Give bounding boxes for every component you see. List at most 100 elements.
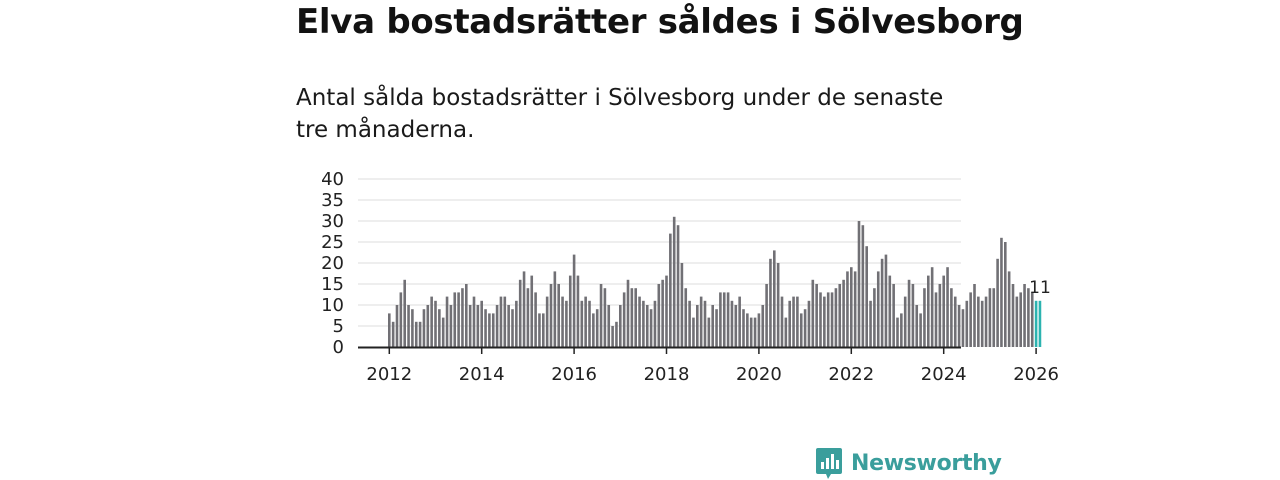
bar [1011,284,1015,347]
bar [803,309,807,347]
bar [403,279,406,347]
bar [707,317,711,347]
last-value-label: 11 [1029,278,1051,298]
bar [946,267,949,347]
bar [649,309,653,347]
bar [584,296,587,347]
bar [534,292,537,347]
bar [599,284,603,347]
bar [588,300,591,347]
x-tick-label: 2020 [736,364,782,385]
bar [884,254,888,347]
bar [826,292,830,347]
x-tick-label: 2016 [551,364,597,385]
bar [873,288,876,347]
bar [526,288,530,347]
bar [653,300,657,347]
bar [780,296,784,347]
bar [903,296,907,347]
bar [553,271,557,347]
bar [1038,300,1042,347]
bar [853,271,857,347]
bar [696,305,699,347]
bar [622,292,626,347]
bar [545,296,549,347]
y-tick-label: 40 [321,169,344,190]
bar [565,300,568,347]
bar [669,233,672,347]
bar [823,296,826,347]
bar [930,267,934,347]
bar [611,326,614,347]
bar [1019,292,1022,347]
y-tick-label: 35 [321,190,344,211]
bar [807,300,811,347]
bar [642,300,645,347]
bar [938,284,942,347]
bar [965,300,969,347]
bar [503,296,507,347]
bar [680,263,684,347]
bar [1015,296,1019,347]
bars [388,216,1042,347]
bar [819,292,822,347]
bar [603,288,607,347]
bar [549,284,553,347]
chart-title: Elva bostadsrätter såldes i Sölvesborg [296,2,1024,42]
bar [953,296,957,347]
bar [445,296,449,347]
bar [484,309,487,347]
bar [491,313,495,347]
bar [722,292,726,347]
y-tick-label: 15 [321,274,344,295]
bar [942,275,945,347]
bar [769,258,772,347]
bar [480,300,483,347]
bar [950,288,953,347]
bar [561,296,564,347]
bar [830,292,834,347]
bar [407,305,410,347]
bar [927,275,930,347]
bar [861,225,865,347]
bar [815,284,818,347]
bar [645,305,649,347]
bar [499,296,503,347]
bar [957,305,961,347]
bar [391,321,395,347]
bar [992,288,996,347]
x-tick-label: 2024 [921,364,967,385]
bar [472,296,476,347]
bar [699,296,703,347]
bar [468,305,472,347]
bar [399,292,403,347]
bar [495,305,499,347]
x-tick-label: 2026 [1013,364,1059,385]
bar [507,305,510,347]
bar [630,288,634,347]
bar [857,221,861,347]
bar [615,321,618,347]
bar [923,288,926,347]
bar [388,313,391,347]
bar [715,309,718,347]
y-tick-label: 5 [333,316,344,337]
x-tick-label: 2012 [366,364,412,385]
bar [911,284,915,347]
bar [788,300,791,347]
bar [730,300,734,347]
bar [688,300,691,347]
bar [742,309,745,347]
bar [457,292,460,347]
bar [626,279,630,347]
bar [661,279,664,347]
bar [411,309,414,347]
bar [568,275,572,347]
bar [422,309,426,347]
y-tick-label: 0 [333,337,344,358]
bar [1023,284,1026,347]
bar [395,305,399,347]
bar [430,296,433,347]
